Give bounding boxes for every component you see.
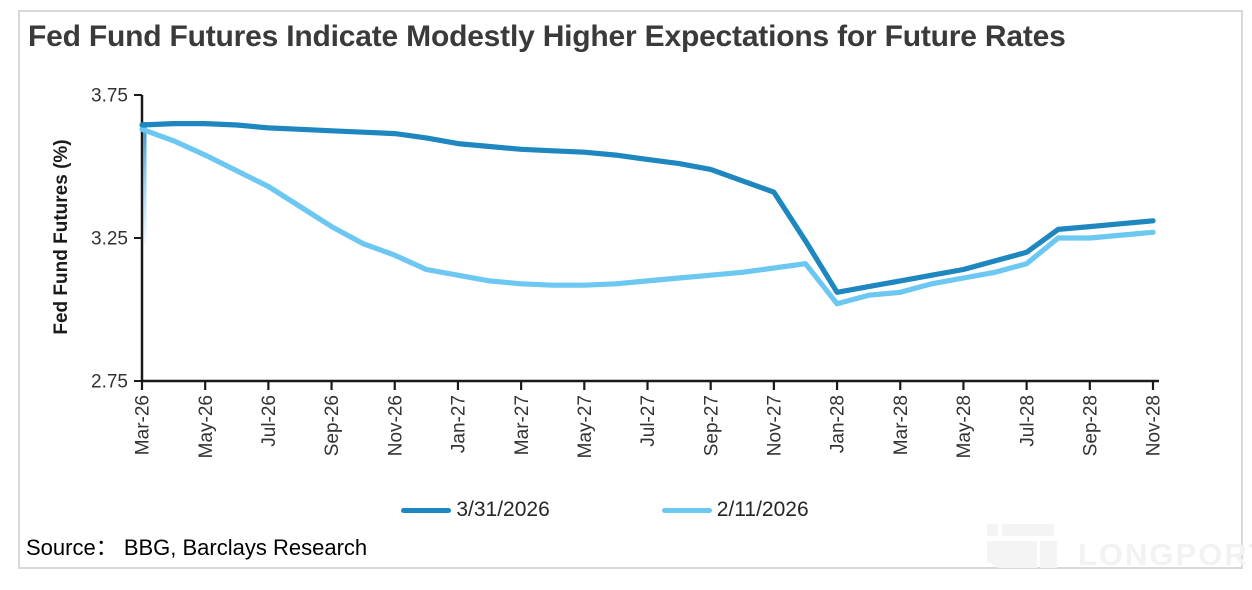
- chart-card: [18, 10, 1243, 569]
- legend-item-series-1: 3/31/2026: [401, 497, 550, 523]
- x-tick-label: Mar-27: [512, 395, 533, 455]
- y-tick-label: 3.75: [91, 86, 128, 107]
- x-tick-label: Jan-27: [449, 395, 470, 453]
- legend-swatch-light-blue: [661, 507, 712, 513]
- y-tick-label: 3.25: [91, 229, 128, 250]
- x-tick-label: Nov-27: [765, 395, 786, 456]
- x-tick-label: Mar-26: [133, 395, 154, 455]
- legend-label-series-2: 2/11/2026: [716, 498, 809, 521]
- y-axis-title: Fed Fund Futures (%): [51, 139, 72, 335]
- axes: [140, 95, 1159, 383]
- x-tick-label: Jul-26: [259, 395, 280, 447]
- legend-swatch-dark-blue: [401, 507, 452, 513]
- x-tick-label: Jul-27: [638, 395, 659, 447]
- y-tick-label: 2.75: [91, 372, 128, 393]
- chart-title: Fed Fund Futures Indicate Modestly Highe…: [28, 20, 1066, 53]
- legend-item-series-2: 2/11/2026: [661, 497, 809, 523]
- x-tick-label: Mar-28: [891, 395, 912, 455]
- source-line: Source： BBG, Barclays Research: [26, 535, 368, 560]
- x-tick-label: May-26: [196, 395, 217, 458]
- x-tick-label: Nov-28: [1144, 395, 1165, 456]
- x-tick-label: Jan-28: [828, 395, 849, 453]
- series-line-3-31-2026: [139, 120, 1156, 295]
- x-tick-label: May-27: [575, 395, 596, 458]
- legend-label-series-1: 3/31/2026: [456, 498, 550, 521]
- x-tick-label: Sep-28: [1080, 395, 1101, 456]
- x-tick-label: Nov-26: [385, 395, 406, 456]
- x-tick-label: Jul-28: [1017, 395, 1038, 447]
- series-line-2-11-2026: [139, 126, 1156, 307]
- x-tick-label: Sep-27: [701, 395, 722, 456]
- x-tick-label: Sep-26: [322, 395, 343, 456]
- x-tick-label: May-28: [954, 395, 975, 458]
- chart-legend: 3/31/2026 2/11/2026: [0, 497, 1210, 523]
